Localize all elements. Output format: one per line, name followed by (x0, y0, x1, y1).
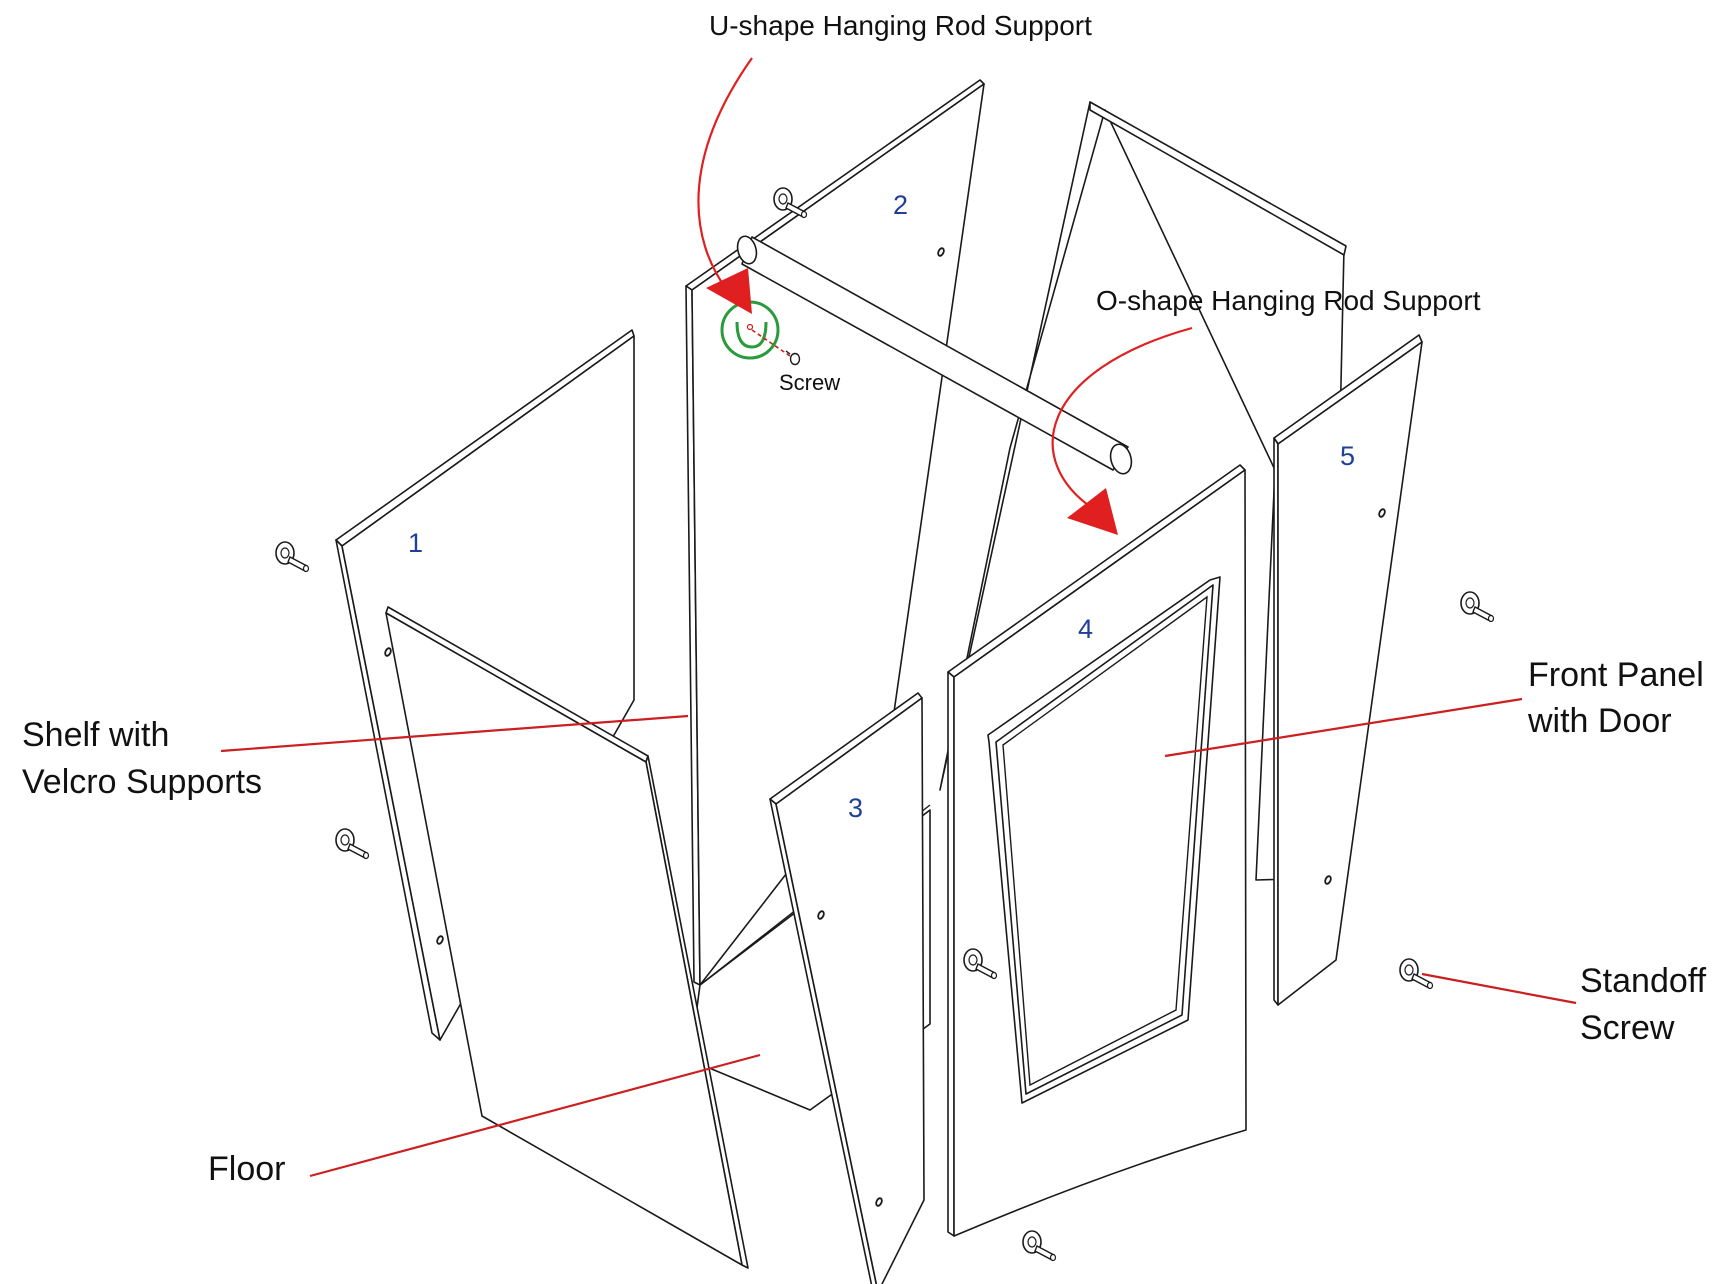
panel-number-5: 5 (1340, 441, 1355, 471)
small-screw-icon (785, 350, 801, 366)
standoff-screw-icon (1022, 1230, 1057, 1262)
floor-leader (309, 1053, 761, 1178)
panel-3: 3 (769, 692, 925, 1284)
u-shape-support-label: U-shape Hanging Rod Support (709, 10, 1092, 41)
panel-number-2: 2 (893, 190, 908, 220)
standoff-screw-icon (1399, 958, 1434, 990)
o-shape-support-label: O-shape Hanging Rod Support (1096, 285, 1481, 316)
panel-number-4: 4 (1078, 614, 1093, 644)
shelf-label-line2: Velcro Supports (22, 763, 262, 801)
panel-number-3: 3 (848, 793, 863, 823)
standoff-label-line2: Screw (1580, 1009, 1675, 1047)
u-shape-arrow (697, 57, 753, 314)
shelf-leader (220, 714, 689, 753)
front-panel-label-line1: Front Panel (1528, 656, 1704, 694)
panel-2: 2 (685, 79, 985, 986)
standoff-screw-icon (275, 541, 310, 573)
standoff-screw-icon (335, 828, 370, 860)
standoff-label-line1: Standoff (1580, 962, 1707, 1000)
floor-label: Floor (208, 1150, 285, 1188)
screw-guide-line (751, 329, 791, 357)
panel-4-front: 4 (947, 464, 1247, 1237)
panel-5: 5 (1273, 334, 1423, 1006)
screw-label: Screw (779, 370, 840, 395)
panel-number-1: 1 (408, 528, 423, 558)
standoff-screw-icon (1460, 591, 1495, 623)
standoff-leader (1421, 972, 1577, 1005)
shelf-label-line1: Shelf with (22, 716, 169, 754)
front-panel-leader (1164, 697, 1523, 758)
front-panel-label-line2: with Door (1527, 702, 1672, 740)
hanging-rod (736, 235, 1133, 475)
o-shape-arrow (1051, 326, 1193, 535)
